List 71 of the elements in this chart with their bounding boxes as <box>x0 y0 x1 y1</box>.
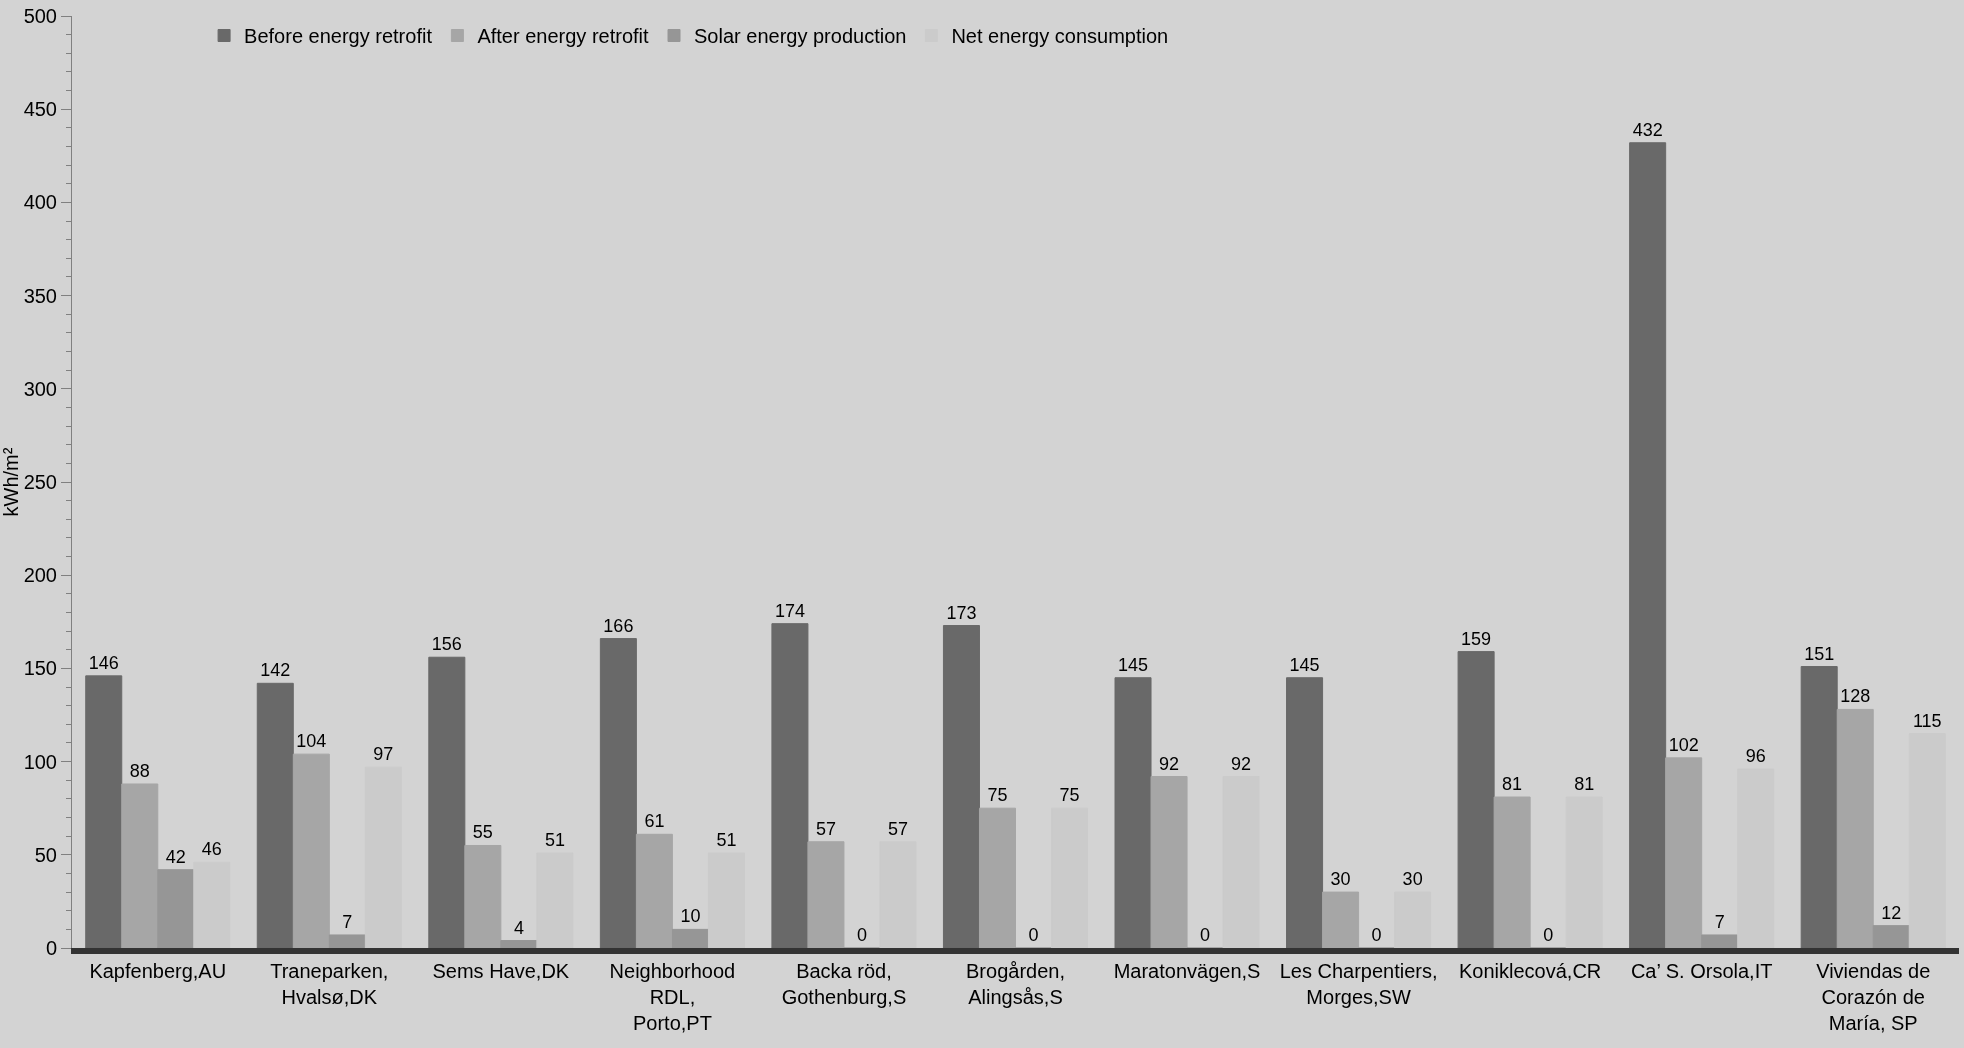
data-label: 81 <box>1574 774 1595 795</box>
y-tick-label: 200 <box>23 564 57 587</box>
data-label: 0 <box>1543 925 1554 945</box>
data-label: 432 <box>1632 119 1663 140</box>
data-label: 142 <box>260 660 291 681</box>
data-label: 57 <box>887 818 909 839</box>
data-label: 166 <box>603 615 634 636</box>
data-label: 128 <box>1840 686 1871 707</box>
data-label: 7 <box>1714 911 1725 932</box>
data-label: 115 <box>1912 710 1942 731</box>
x-tick-label: Kapfenberg,AU <box>89 960 227 982</box>
data-label: 0 <box>1200 925 1211 945</box>
x-tick-label: Ca’ S. Orsola,IT <box>1630 960 1773 982</box>
legend-label: Net energy consumption <box>951 25 1169 48</box>
y-tick-label: 300 <box>23 377 57 400</box>
y-tick-label: 450 <box>23 98 57 121</box>
legend-label: Solar energy production <box>694 25 907 48</box>
data-label: 145 <box>1117 654 1149 675</box>
x-tick-label: Neighborhood RDL, Porto,PT <box>609 960 736 1034</box>
data-label: 0 <box>856 925 867 945</box>
data-label: 42 <box>165 846 186 867</box>
x-tick-label: Viviendas de Corazón de María, SP <box>1816 960 1931 1034</box>
y-tick-label: 0 <box>45 937 57 959</box>
x-tick-label: Sems Have,DK <box>432 960 570 982</box>
data-label: 4 <box>513 917 524 938</box>
y-axis-title: kWh/m² <box>0 447 22 517</box>
data-label: 51 <box>716 829 737 850</box>
y-tick-label: 100 <box>23 750 57 773</box>
data-label: 61 <box>644 811 665 832</box>
x-tick-label: Les Charpentiers, Morges,SW <box>1279 960 1438 1008</box>
data-label: 55 <box>472 822 493 843</box>
x-tick-label: Backa röd, Gothenburg,S <box>781 960 907 1008</box>
x-tick-label: Traneparken, Hvalsø,DK <box>270 960 389 1008</box>
data-label: 146 <box>88 652 119 673</box>
data-label: 92 <box>1231 753 1252 774</box>
data-label: 174 <box>774 600 805 621</box>
data-label: 88 <box>129 760 150 781</box>
x-tick-label: Koniklecová,CR <box>1458 960 1602 982</box>
data-label: 173 <box>946 602 977 623</box>
y-tick-label: 400 <box>23 191 57 214</box>
y-tick-label: 50 <box>34 843 57 866</box>
data-label: 156 <box>431 634 462 655</box>
y-tick-label: 250 <box>23 471 57 493</box>
data-label: 12 <box>1881 902 1902 923</box>
data-label: 30 <box>1402 869 1423 890</box>
y-tick-label: 500 <box>23 5 57 27</box>
y-tick-label: 350 <box>23 284 57 307</box>
data-label: 75 <box>987 785 1008 806</box>
data-label: 75 <box>1059 785 1080 806</box>
data-label: 97 <box>373 744 394 765</box>
x-tick-label: Brogården, Alingsås,S <box>966 960 1065 1008</box>
legend-label: Before energy retrofit <box>244 25 433 48</box>
data-label: 81 <box>1502 774 1523 795</box>
data-label: 0 <box>1028 925 1039 945</box>
data-label: 30 <box>1330 869 1351 890</box>
data-label: 10 <box>680 906 701 927</box>
data-label: 7 <box>342 911 353 932</box>
data-label: 151 <box>1804 643 1835 664</box>
data-label: 104 <box>296 731 327 752</box>
y-tick-label: 150 <box>23 657 57 680</box>
x-tick-label: Maratonvägen,S <box>1113 960 1261 982</box>
data-label: 145 <box>1289 654 1320 675</box>
data-label: 96 <box>1745 746 1766 767</box>
data-label: 102 <box>1668 734 1699 755</box>
data-label: 57 <box>815 818 836 839</box>
legend-label: After energy retrofit <box>477 25 650 48</box>
data-label: 51 <box>544 829 565 850</box>
data-label: 92 <box>1159 753 1180 774</box>
data-label: 46 <box>201 839 222 860</box>
data-label: 159 <box>1461 628 1492 649</box>
data-label: 0 <box>1371 925 1382 945</box>
